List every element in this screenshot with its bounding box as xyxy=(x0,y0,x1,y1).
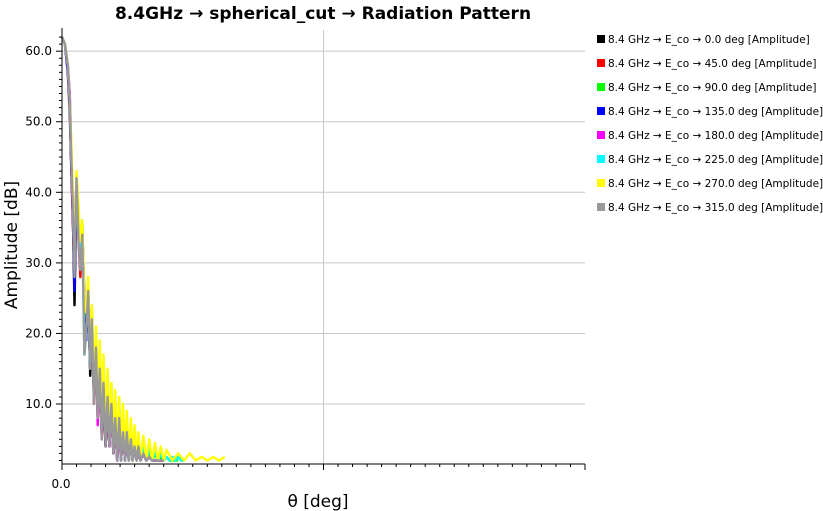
legend-label-1: 8.4 GHz → E_co → 45.0 deg [Amplitude] xyxy=(608,58,816,70)
axes xyxy=(56,28,586,470)
legend-swatch-1 xyxy=(597,59,605,67)
series-lines xyxy=(60,36,226,462)
legend-swatch-3 xyxy=(597,107,605,115)
legend-label-7: 8.4 GHz → E_co → 315.0 deg [Amplitude] xyxy=(608,202,823,214)
series-line-7 xyxy=(60,36,164,462)
y-tick-label: 30.0 xyxy=(25,256,52,270)
grid-lines xyxy=(62,30,585,464)
legend-label-3: 8.4 GHz → E_co → 135.0 deg [Amplitude] xyxy=(608,106,823,118)
y-tick-label: 40.0 xyxy=(25,185,52,199)
x-axis-label: θ [deg] xyxy=(287,492,348,511)
legend-swatch-6 xyxy=(597,179,605,187)
tick-labels: 10.0 20.0 30.0 40.0 50.0 60.0 0.0 xyxy=(25,44,70,491)
chart-title: 8.4GHz → spherical_cut → Radiation Patte… xyxy=(115,4,531,24)
legend-swatch-5 xyxy=(597,155,605,163)
legend-label-5: 8.4 GHz → E_co → 225.0 deg [Amplitude] xyxy=(608,154,823,166)
x-tick-label: 0.0 xyxy=(51,477,70,491)
legend-swatch-4 xyxy=(597,131,605,139)
legend-swatch-2 xyxy=(597,83,605,91)
legend-label-2: 8.4 GHz → E_co → 90.0 deg [Amplitude] xyxy=(608,82,816,94)
series-line-6 xyxy=(60,36,226,462)
y-tick-label: 50.0 xyxy=(25,115,52,129)
y-tick-label: 60.0 xyxy=(25,44,52,58)
legend-label-4: 8.4 GHz → E_co → 180.0 deg [Amplitude] xyxy=(608,130,823,142)
legend: 8.4 GHz → E_co → 0.0 deg [Amplitude] 8.4 … xyxy=(597,34,823,214)
y-tick-label: 10.0 xyxy=(25,397,52,411)
legend-label-6: 8.4 GHz → E_co → 270.0 deg [Amplitude] xyxy=(608,178,823,190)
legend-swatch-7 xyxy=(597,203,605,211)
y-axis-label: Amplitude [dB] xyxy=(2,181,22,309)
legend-swatch-0 xyxy=(597,35,605,43)
legend-label-0: 8.4 GHz → E_co → 0.0 deg [Amplitude] xyxy=(608,34,810,46)
y-tick-label: 20.0 xyxy=(25,326,52,340)
